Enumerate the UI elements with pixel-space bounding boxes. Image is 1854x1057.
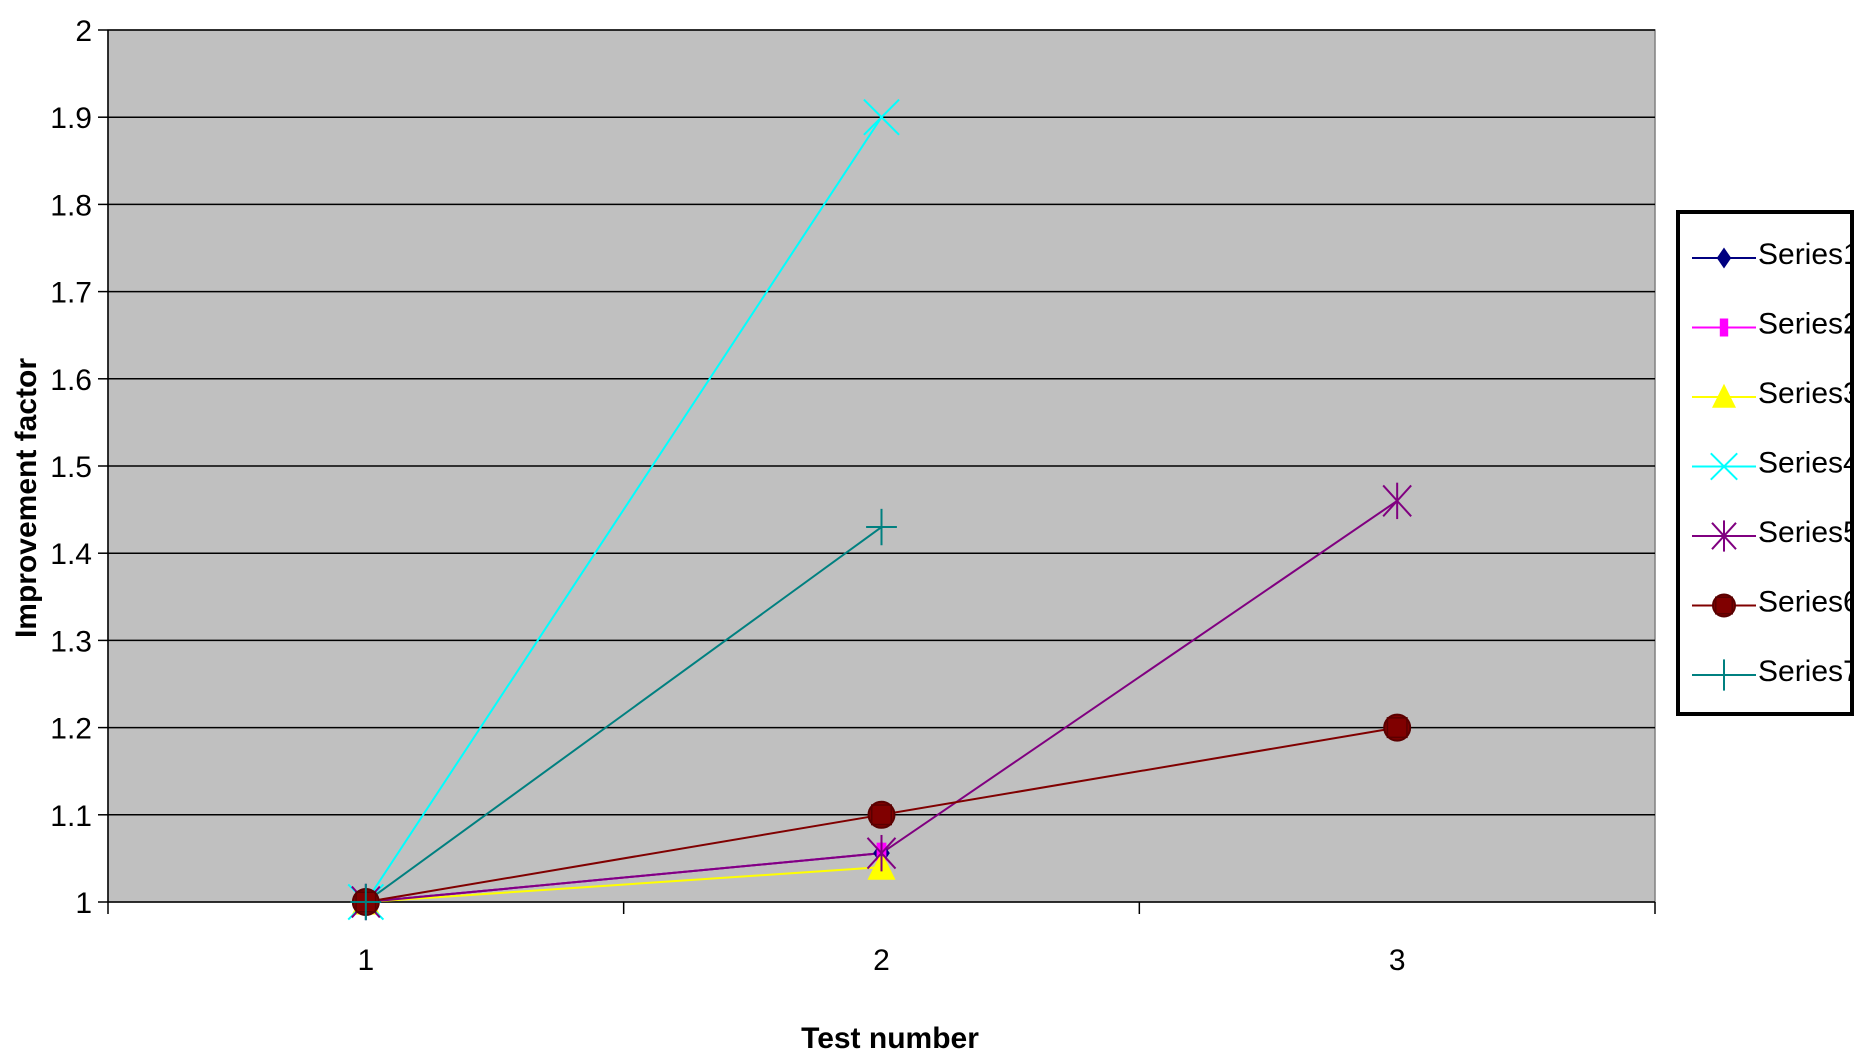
legend-label: Series7	[1758, 655, 1854, 688]
series-line	[364, 116, 883, 903]
legend-item: Series3	[1692, 377, 1854, 410]
series-group	[347, 98, 1412, 921]
data-point	[1716, 247, 1732, 269]
data-point	[1719, 318, 1729, 337]
x-tick-label: 1	[357, 944, 374, 977]
series-line	[365, 866, 882, 903]
legend-item: Series6	[1692, 586, 1854, 619]
legend-label: Series6	[1758, 586, 1854, 619]
data-point	[1710, 659, 1738, 691]
legend-item: Series4	[1692, 447, 1854, 481]
data-point	[1711, 520, 1737, 552]
legend: Series1 Series2 Series3 Series4 Series5 Serie…	[1676, 210, 1854, 716]
x-tick-label: 2	[873, 944, 890, 977]
y-tick-label: 1.4	[50, 538, 92, 571]
legend-label: Series3	[1758, 377, 1854, 410]
y-tick-label: 1.7	[50, 277, 92, 310]
data-point	[866, 508, 897, 546]
legend-label: Series1	[1758, 238, 1854, 271]
legend-item: Series5	[1692, 516, 1854, 552]
y-tick-label: 1.3	[50, 625, 92, 658]
data-point	[1712, 383, 1736, 408]
y-axis-title: Improvement factor	[10, 358, 43, 638]
y-tick-label: 1.5	[50, 451, 92, 484]
legend-item: Series7	[1692, 655, 1854, 691]
data-point	[866, 834, 897, 872]
legend-item: Series2	[1692, 308, 1854, 341]
data-point	[1383, 713, 1412, 742]
x-tick-label: 3	[1389, 944, 1406, 977]
x-axis-title: Test number	[801, 1022, 979, 1055]
y-tick-label: 2	[75, 15, 92, 48]
y-tick-label: 1	[75, 887, 92, 920]
data-point	[1382, 482, 1412, 520]
y-tick-label: 1.2	[50, 713, 92, 746]
y-tick-label: 1.1	[50, 800, 92, 833]
legend-label: Series2	[1758, 308, 1854, 341]
series-line	[365, 526, 883, 903]
y-tick-label: 1.9	[50, 102, 92, 135]
data-point	[867, 800, 896, 829]
y-tick-label: 1.6	[50, 364, 92, 397]
data-point	[350, 883, 382, 921]
x-axis-ticks: 1 2 3	[107, 902, 1656, 977]
legend-item: Series1	[1692, 238, 1854, 271]
legend-label: Series5	[1758, 516, 1854, 549]
legend-box	[1676, 210, 1854, 716]
data-point	[1710, 452, 1738, 481]
data-point	[1712, 593, 1736, 618]
y-tick-label: 1.8	[50, 189, 92, 222]
data-point	[863, 98, 900, 136]
legend-label: Series4	[1758, 447, 1854, 480]
y-axis-ticks: 1 1.1 1.2 1.3 1.4 1.5 1.6 1.7 1.8 1.9 2	[50, 15, 108, 920]
